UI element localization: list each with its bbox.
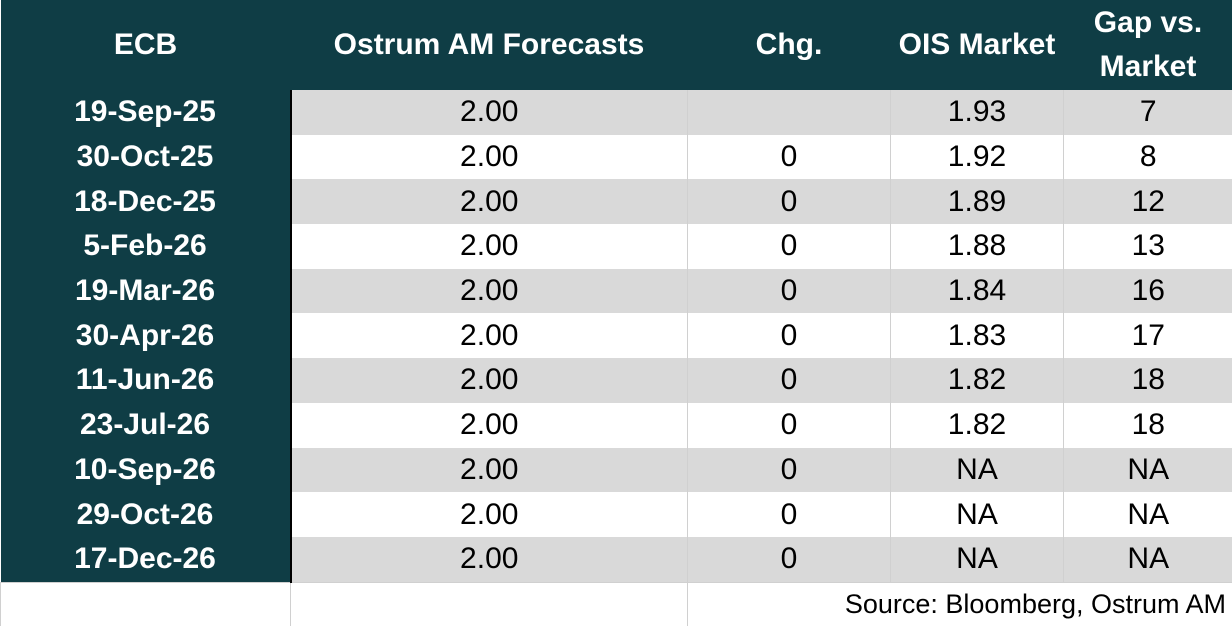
value-cell: 0 [687, 134, 891, 180]
column-header: Ostrum AM Forecasts [290, 0, 688, 90]
table-row: 11-Jun-26 2.00 0 1.82 18 [0, 358, 1232, 403]
value-cell: 0 [687, 402, 891, 448]
value-cell: 2.00 [290, 358, 688, 403]
value-cell: 2.00 [290, 224, 688, 269]
date-cell: 23-Jul-26 [0, 402, 292, 448]
footer-row: Source: Bloomberg, Ostrum AM [0, 581, 1232, 626]
value-cell: 2.00 [290, 492, 688, 537]
value-cell: 13 [1063, 224, 1232, 269]
value-cell: 1.82 [890, 358, 1064, 403]
date-cell: 19-Sep-25 [0, 90, 292, 135]
date-cell: 5-Feb-26 [0, 224, 292, 269]
value-cell: NA [890, 492, 1064, 537]
value-cell: 1.89 [890, 179, 1064, 225]
column-header: Gap vs. Market [1063, 0, 1232, 90]
value-cell: 0 [687, 492, 891, 537]
value-cell: 1.92 [890, 134, 1064, 180]
value-cell: 16 [1063, 268, 1232, 314]
date-cell: 19-Mar-26 [0, 268, 292, 314]
value-cell: 0 [687, 179, 891, 225]
value-cell: 1.83 [890, 313, 1064, 359]
value-cell: 2.00 [290, 179, 688, 225]
date-cell: 30-Apr-26 [0, 313, 292, 359]
value-cell [687, 90, 891, 135]
date-cell: 18-Dec-25 [0, 179, 292, 225]
table-row: 29-Oct-26 2.00 0 NA NA [0, 492, 1232, 537]
date-cell: 11-Jun-26 [0, 358, 292, 403]
value-cell: 2.00 [290, 268, 688, 314]
table-row: 18-Dec-25 2.00 0 1.89 12 [0, 179, 1232, 225]
table-row: 30-Oct-25 2.00 0 1.92 8 [0, 134, 1232, 180]
value-cell: 0 [687, 268, 891, 314]
value-cell: 0 [687, 447, 891, 493]
value-cell: 0 [687, 313, 891, 359]
value-cell: 8 [1063, 134, 1232, 180]
value-cell: 2.00 [290, 536, 688, 583]
column-header: Chg. [687, 0, 891, 90]
value-cell: 1.82 [890, 402, 1064, 448]
value-cell: NA [890, 447, 1064, 493]
table-row: 17-Dec-26 2.00 0 NA NA [0, 536, 1232, 583]
value-cell: 2.00 [290, 134, 688, 180]
value-cell: 17 [1063, 313, 1232, 359]
column-header: OIS Market [890, 0, 1064, 90]
value-cell: 1.93 [890, 90, 1064, 135]
date-cell: 17-Dec-26 [0, 536, 292, 583]
value-cell: 18 [1063, 358, 1232, 403]
column-header: ECB [0, 0, 291, 90]
table-row: 19-Mar-26 2.00 0 1.84 16 [0, 268, 1232, 314]
table-row: 19-Sep-25 2.00 1.93 7 [0, 90, 1232, 135]
value-cell: 12 [1063, 179, 1232, 225]
value-cell: NA [890, 536, 1064, 583]
value-cell: 0 [687, 224, 891, 269]
value-cell: 0 [687, 358, 891, 403]
value-cell: 2.00 [290, 313, 688, 359]
value-cell: 2.00 [290, 90, 688, 135]
header-row: ECB Ostrum AM Forecasts Chg. OIS Market Gap … [0, 0, 1232, 90]
value-cell: NA [1063, 536, 1232, 583]
table-row: 23-Jul-26 2.00 0 1.82 18 [0, 402, 1232, 448]
value-cell: 7 [1063, 90, 1232, 135]
value-cell: 1.84 [890, 268, 1064, 314]
date-cell: 29-Oct-26 [0, 492, 292, 537]
source-note: Source: Bloomberg, Ostrum AM [687, 581, 1232, 626]
date-cell: 10-Sep-26 [0, 447, 292, 493]
value-cell: 18 [1063, 402, 1232, 448]
table-row: 5-Feb-26 2.00 0 1.88 13 [0, 224, 1232, 269]
empty-cell [290, 581, 688, 626]
date-cell: 30-Oct-25 [0, 134, 292, 180]
value-cell: NA [1063, 492, 1232, 537]
value-cell: 2.00 [290, 402, 688, 448]
table-row: 30-Apr-26 2.00 0 1.83 17 [0, 313, 1232, 359]
table-row: 10-Sep-26 2.00 0 NA NA [0, 447, 1232, 493]
value-cell: 0 [687, 536, 891, 583]
empty-cell [0, 581, 291, 626]
value-cell: NA [1063, 447, 1232, 493]
table-body: 19-Sep-25 2.00 1.93 7 30-Oct-25 2.00 0 1.92 8 18-… [0, 90, 1232, 626]
value-cell: 2.00 [290, 447, 688, 493]
value-cell: 1.88 [890, 224, 1064, 269]
